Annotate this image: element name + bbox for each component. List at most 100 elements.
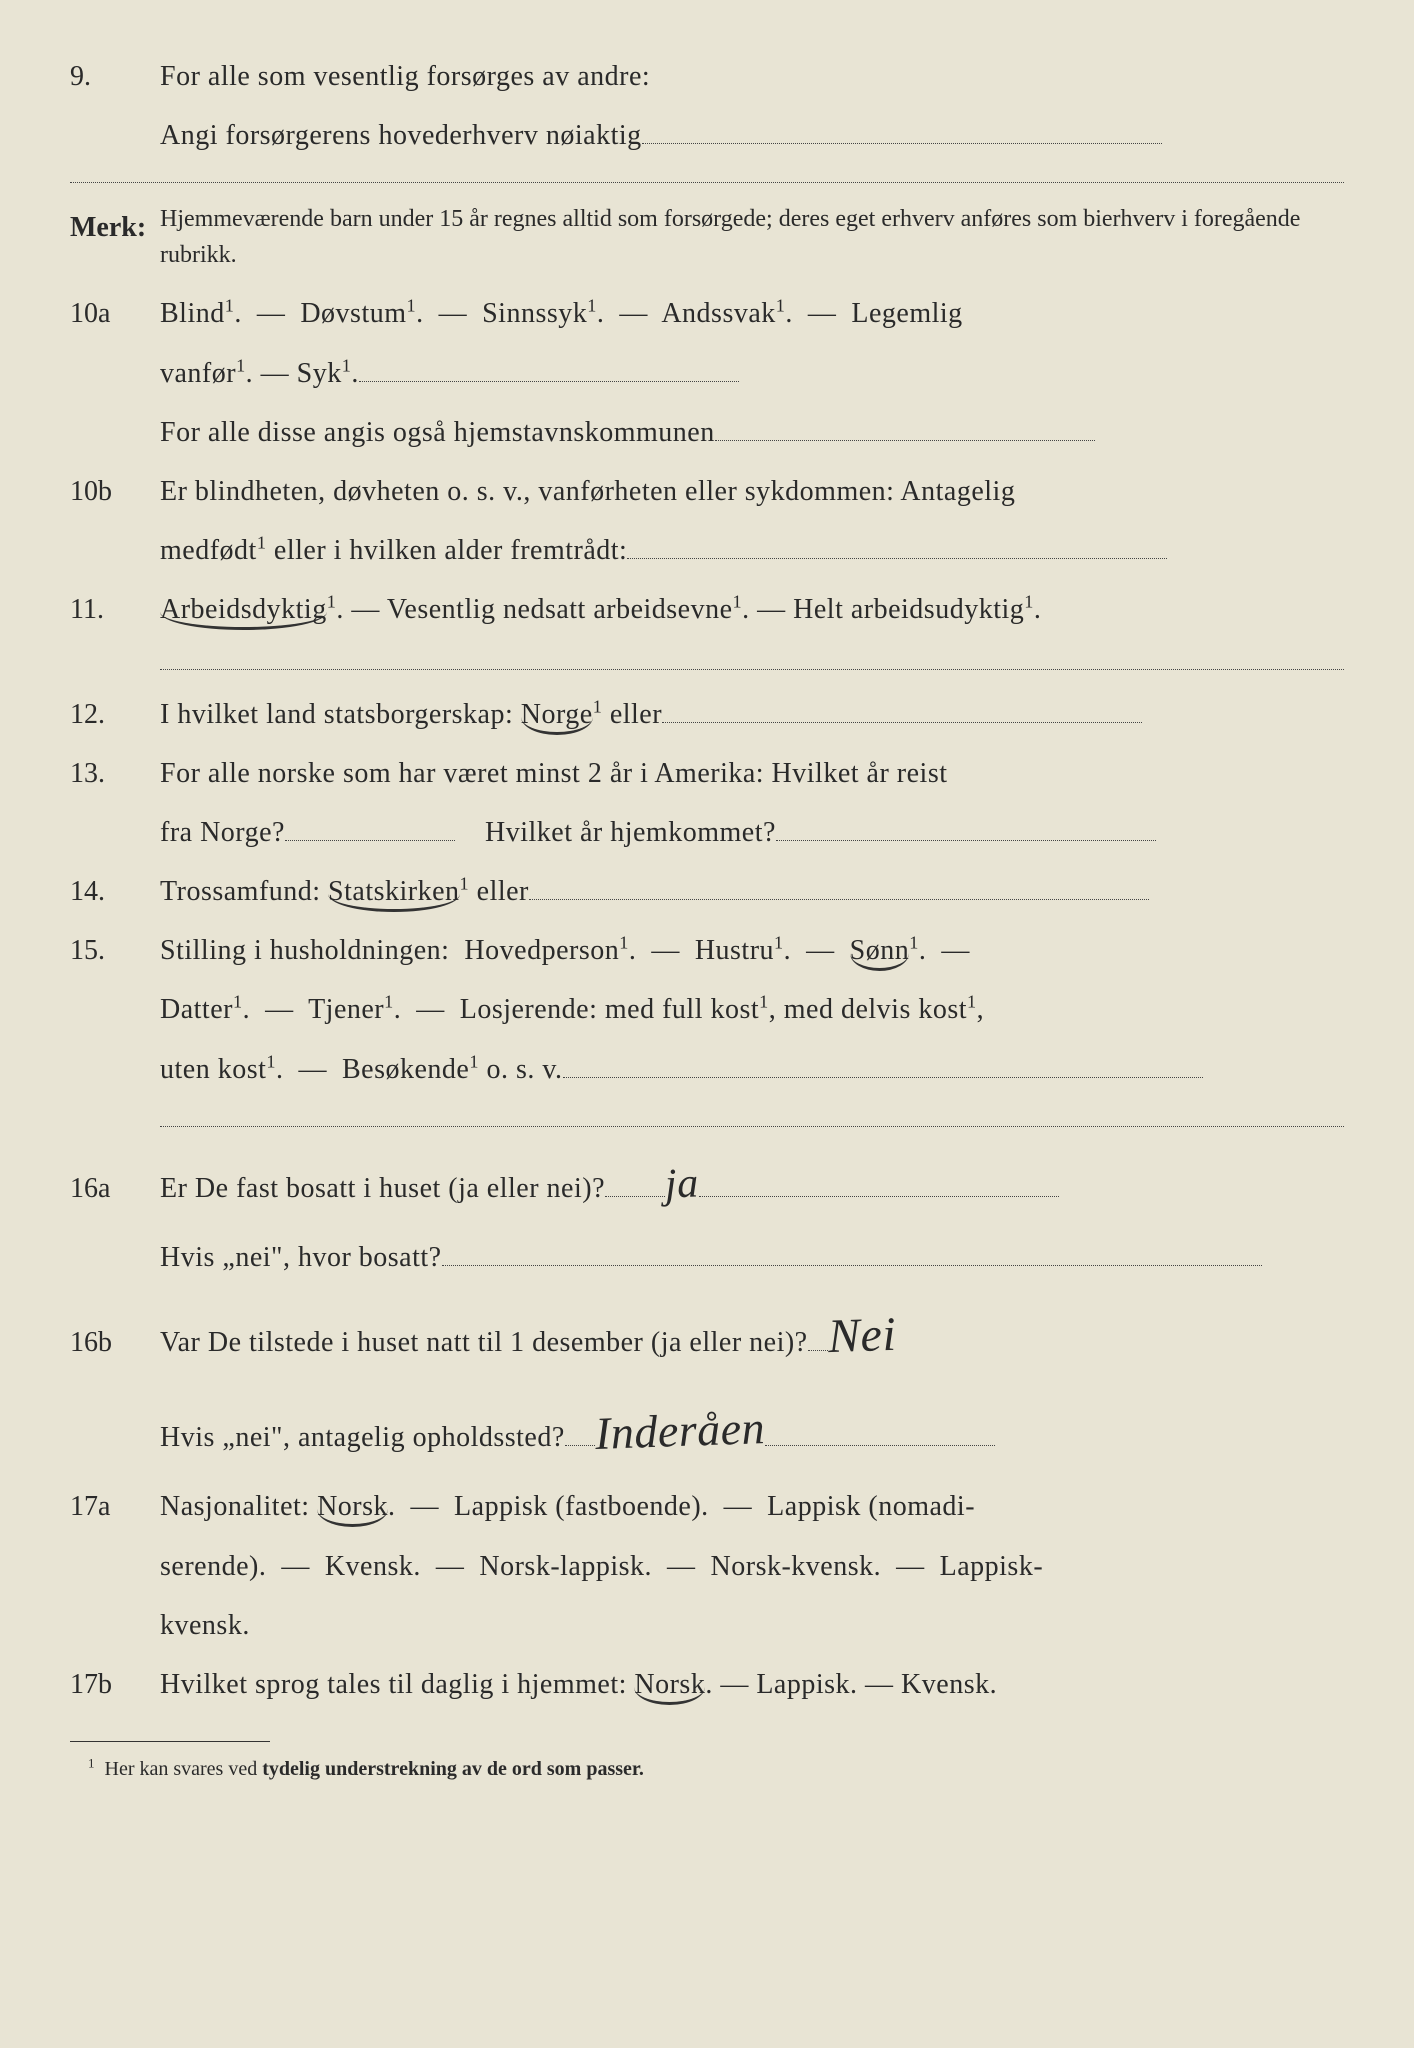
answer-16a: ja xyxy=(664,1144,700,1225)
q12-post: eller xyxy=(602,699,662,730)
opt-dovstum: Døvstum xyxy=(300,298,406,329)
opt-norsk: Norsk xyxy=(317,1491,388,1527)
question-10b: 10b Er blindheten, døvheten o. s. v., va… xyxy=(70,465,1344,518)
q10b-line1: Er blindheten, døvheten o. s. v., vanfør… xyxy=(160,465,1344,518)
dotted-fill xyxy=(563,1077,1203,1078)
q12-number: 12. xyxy=(70,688,160,741)
question-17b: 17b Hvilket sprog tales til daglig i hje… xyxy=(70,1658,1344,1711)
question-12: 12. I hvilket land statsborgerskap: Norg… xyxy=(70,688,1344,741)
q16b-q1: Var De tilstede i huset natt til 1 desem… xyxy=(160,1327,808,1358)
opt-arbeidsdyktig: Arbeidsdyktig xyxy=(160,594,327,630)
dotted-fill xyxy=(605,1196,665,1197)
q16a-q2: Hvis „nei", hvor bosatt? xyxy=(160,1242,442,1273)
question-13-line2: fra Norge? Hvilket år hjemkommet? xyxy=(70,806,1344,859)
question-15: 15. Stilling i husholdningen: Hovedperso… xyxy=(70,924,1344,977)
q17a-number: 17a xyxy=(70,1480,160,1533)
opt-kvensk-sprog: Kvensk xyxy=(901,1669,990,1700)
question-16b: 16b Var De tilstede i huset natt til 1 d… xyxy=(70,1290,1344,1381)
opt-tjener: Tjener xyxy=(308,994,384,1025)
q10b-post: eller i hvilken alder fremtrådt: xyxy=(266,535,627,566)
dotted-fill xyxy=(627,558,1167,559)
question-10a-line2: vanfør1. — Syk1. xyxy=(70,347,1344,400)
opt-kvensk: Kvensk xyxy=(325,1551,414,1582)
q11-number: 11. xyxy=(70,583,160,636)
q16a-number: 16a xyxy=(70,1162,160,1215)
q10b-number: 10b xyxy=(70,465,160,518)
question-10b-line2: medfødt1 eller i hvilken alder fremtrådt… xyxy=(70,524,1344,577)
question-15-line2: Datter1. — Tjener1. — Losjerende: med fu… xyxy=(70,983,1344,1036)
q15-osv: o. s. v. xyxy=(479,1054,563,1085)
q14-post: eller xyxy=(469,876,529,907)
opt-lappisk-sprog: Lappisk xyxy=(756,1669,850,1700)
opt-sonn: Sønn xyxy=(850,935,910,971)
dotted-fill xyxy=(715,440,1095,441)
opt-datter: Datter xyxy=(160,994,233,1025)
dotted-fill xyxy=(642,143,1162,144)
divider xyxy=(160,667,1344,670)
q9-number: 9. xyxy=(70,50,160,103)
question-17a: 17a Nasjonalitet: Norsk. — Lappisk (fast… xyxy=(70,1480,1344,1533)
opt-sinnssyk: Sinnssyk xyxy=(482,298,587,329)
question-16b-line2: Hvis „nei", antagelig opholdssted? Inderå… xyxy=(70,1387,1344,1474)
dotted-fill xyxy=(662,722,1142,723)
question-17a-line2: serende). — Kvensk. — Norsk-lappisk. — N… xyxy=(70,1540,1344,1593)
dotted-fill xyxy=(359,381,739,382)
question-13: 13. For alle norske som har været minst … xyxy=(70,747,1344,800)
opt-norge: Norge xyxy=(521,699,593,735)
merk-text: Hjemmeværende barn under 15 år regnes al… xyxy=(160,201,1344,273)
question-15-line3: uten kost1. — Besøkende1 o. s. v. xyxy=(70,1043,1344,1096)
footnote: 1 Her kan svares ved tydelig understrekn… xyxy=(70,1750,1344,1788)
opt-nedsatt: Vesentlig nedsatt arbeidsevne xyxy=(387,594,733,625)
footnote-marker: 1 xyxy=(88,1755,95,1770)
dotted-fill xyxy=(808,1350,828,1351)
q15-losj: Losjerende: xyxy=(460,994,598,1025)
q17a-label: Nasjonalitet: xyxy=(160,1491,310,1522)
q9-line1: For alle som vesentlig forsørges av andr… xyxy=(160,50,1344,103)
opt-syk: Syk xyxy=(297,358,342,389)
question-16a: 16a Er De fast bosatt i huset (ja eller … xyxy=(70,1145,1344,1225)
opt-hustru: Hustru xyxy=(695,935,774,966)
q16a-q1: Er De fast bosatt i huset (ja eller nei)… xyxy=(160,1173,605,1204)
dotted-fill xyxy=(776,840,1156,841)
divider xyxy=(70,180,1344,183)
dotted-fill xyxy=(285,840,455,841)
opt-norsklappisk: Norsk-lappisk xyxy=(479,1551,644,1582)
dotted-fill xyxy=(699,1196,1059,1197)
opt-udyktig: Helt arbeidsudyktig xyxy=(793,594,1024,625)
merk-note: Merk: Hjemmeværende barn under 15 år reg… xyxy=(70,201,1344,273)
divider xyxy=(160,1124,1344,1127)
q17b-label: Hvilket sprog tales til daglig i hjemmet… xyxy=(160,1669,627,1700)
answer-16b-2: Inderåen xyxy=(593,1384,766,1477)
question-17a-line3: kvensk. xyxy=(70,1599,1344,1652)
q17b-number: 17b xyxy=(70,1658,160,1711)
q15-number: 15. xyxy=(70,924,160,977)
q13-fra: fra Norge? xyxy=(160,817,285,848)
dotted-fill xyxy=(529,899,1149,900)
q10b-medfodt: medfødt xyxy=(160,535,257,566)
q14-pre: Trossamfund: xyxy=(160,876,328,907)
opt-fullkost: med full kost xyxy=(605,994,759,1025)
question-14: 14. Trossamfund: Statskirken1 eller xyxy=(70,865,1344,918)
q16b-number: 16b xyxy=(70,1316,160,1369)
question-9-line2: Angi forsørgerens hovederhverv nøiaktig xyxy=(70,109,1344,162)
footnote-rule xyxy=(70,1741,270,1742)
opt-delviskost: med delvis kost xyxy=(784,994,967,1025)
opt-norsk-sprog: Norsk xyxy=(634,1669,705,1705)
dotted-fill xyxy=(565,1445,595,1446)
merk-label: Merk: xyxy=(70,201,160,254)
q13-number: 13. xyxy=(70,747,160,800)
opt-utenkost: uten kost xyxy=(160,1054,266,1085)
opt-norskkvensk: Norsk-kvensk xyxy=(711,1551,874,1582)
q12-pre: I hvilket land statsborgerskap: xyxy=(160,699,521,730)
question-16a-line2: Hvis „nei", hvor bosatt? xyxy=(70,1231,1344,1284)
q10a-line3: For alle disse angis også hjemstavnskomm… xyxy=(160,417,715,448)
opt-lappisk-fast: Lappisk (fastboende) xyxy=(454,1491,701,1522)
q13-hjem: Hvilket år hjemkommet? xyxy=(485,817,776,848)
opt-hovedperson: Hovedperson xyxy=(464,935,619,966)
opt-blind: Blind xyxy=(160,298,225,329)
opt-besokende: Besøkende xyxy=(342,1054,469,1085)
answer-16b-1: Nei xyxy=(826,1289,897,1383)
q16b-q2: Hvis „nei", antagelig opholdssted? xyxy=(160,1422,565,1453)
form-page: 9. For alle som vesentlig forsørges av a… xyxy=(0,0,1414,1818)
question-10a: 10a Blind1. — Døvstum1. — Sinnssyk1. — A… xyxy=(70,287,1344,340)
